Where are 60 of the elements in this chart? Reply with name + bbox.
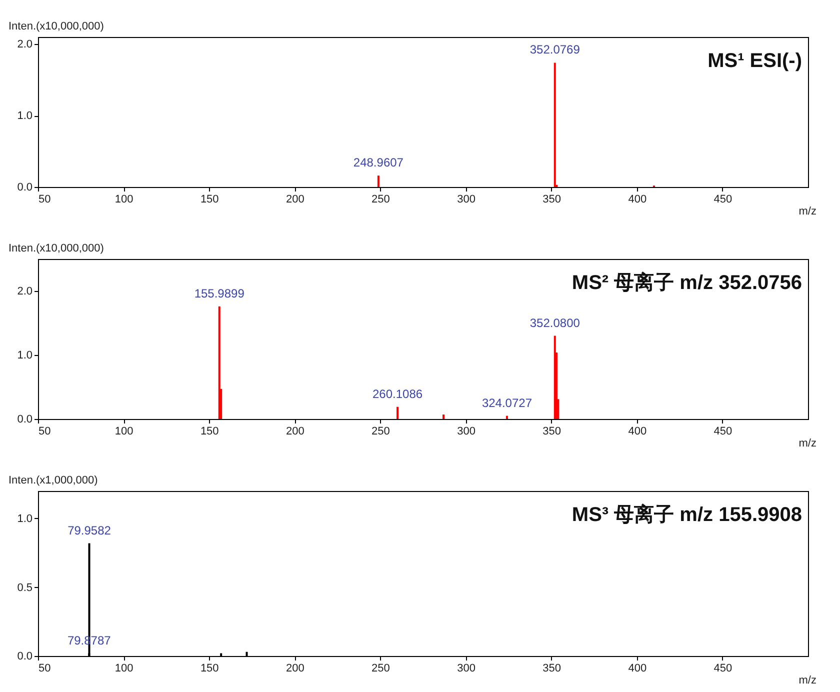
text: 155.9899 <box>194 286 244 300</box>
y-tick-label: 2.0 <box>17 286 32 298</box>
x-tick-label: 150 <box>200 662 219 674</box>
x-axis-title: m/z <box>798 206 816 218</box>
x-tick-label: 400 <box>628 426 647 438</box>
y-axis-title: Inten.(x10,000,000) <box>8 242 104 254</box>
y-tick-label: 0.0 <box>17 650 32 662</box>
y-tick-label: 2.0 <box>17 38 32 51</box>
x-tick-label: 100 <box>114 194 134 206</box>
bar <box>506 416 508 419</box>
y-axis-title: Inten.(x10,000,000) <box>8 20 104 32</box>
x-tick-label: 150 <box>200 426 219 438</box>
text: 79.9582 <box>68 523 111 538</box>
x-tick-label: 450 <box>714 662 732 674</box>
x-axis-title: m/z <box>798 438 816 450</box>
x-tick-label: 200 <box>286 426 304 438</box>
x-tick-label: 250 <box>372 662 390 674</box>
text: 324.0727 <box>482 396 532 410</box>
y-axis-title: Inten.(x1,000,000) <box>8 474 98 486</box>
bar <box>377 176 380 187</box>
x-tick-label: 50 <box>38 194 51 206</box>
y-tick-label: 0.0 <box>17 414 32 426</box>
y-tick-label: 0.0 <box>17 182 32 194</box>
y-tick-label: 0.5 <box>17 582 32 594</box>
x-tick-label: 450 <box>714 426 732 438</box>
x-tick-label: 300 <box>457 194 476 206</box>
text: 352.0800 <box>530 316 580 330</box>
x-tick-label: 50 <box>38 426 51 438</box>
text: 352.0769 <box>530 42 580 57</box>
x-tick-label: 300 <box>457 662 476 674</box>
x-tick-label: 100 <box>114 426 134 438</box>
bar <box>442 414 445 419</box>
bar <box>220 653 222 656</box>
x-tick-label: 250 <box>372 194 390 206</box>
x-tick-label: 150 <box>200 194 219 206</box>
bar <box>246 652 248 656</box>
x-tick-label: 50 <box>38 662 51 674</box>
text: MS¹ ESI(-) <box>708 50 802 72</box>
x-tick-label: 250 <box>372 426 390 438</box>
x-tick-label: 350 <box>542 426 562 438</box>
x-tick-label: 350 <box>542 662 562 674</box>
x-tick-label: 300 <box>457 426 476 438</box>
x-tick-label: 450 <box>714 194 732 206</box>
x-tick-label: 400 <box>628 662 647 674</box>
x-tick-label: 100 <box>114 662 134 674</box>
x-tick-label: 200 <box>286 194 304 206</box>
y-tick-label: 1.0 <box>17 513 32 525</box>
x-axis-title: m/z <box>798 674 816 686</box>
text: MS³ 母离子 m/z 155.9908 <box>572 503 802 526</box>
y-tick-label: 1.0 <box>17 110 32 122</box>
text: 248.9607 <box>353 156 404 170</box>
bar <box>554 62 556 187</box>
y-tick-label: 1.0 <box>17 350 32 362</box>
text: MS² 母离子 m/z 352.0756 <box>572 271 802 294</box>
bar <box>396 406 399 419</box>
x-tick-label: 400 <box>628 194 647 206</box>
bar <box>218 306 220 419</box>
x-tick-label: 200 <box>286 662 304 674</box>
text: 260.1086 <box>372 386 423 401</box>
x-tick-label: 350 <box>542 194 562 206</box>
